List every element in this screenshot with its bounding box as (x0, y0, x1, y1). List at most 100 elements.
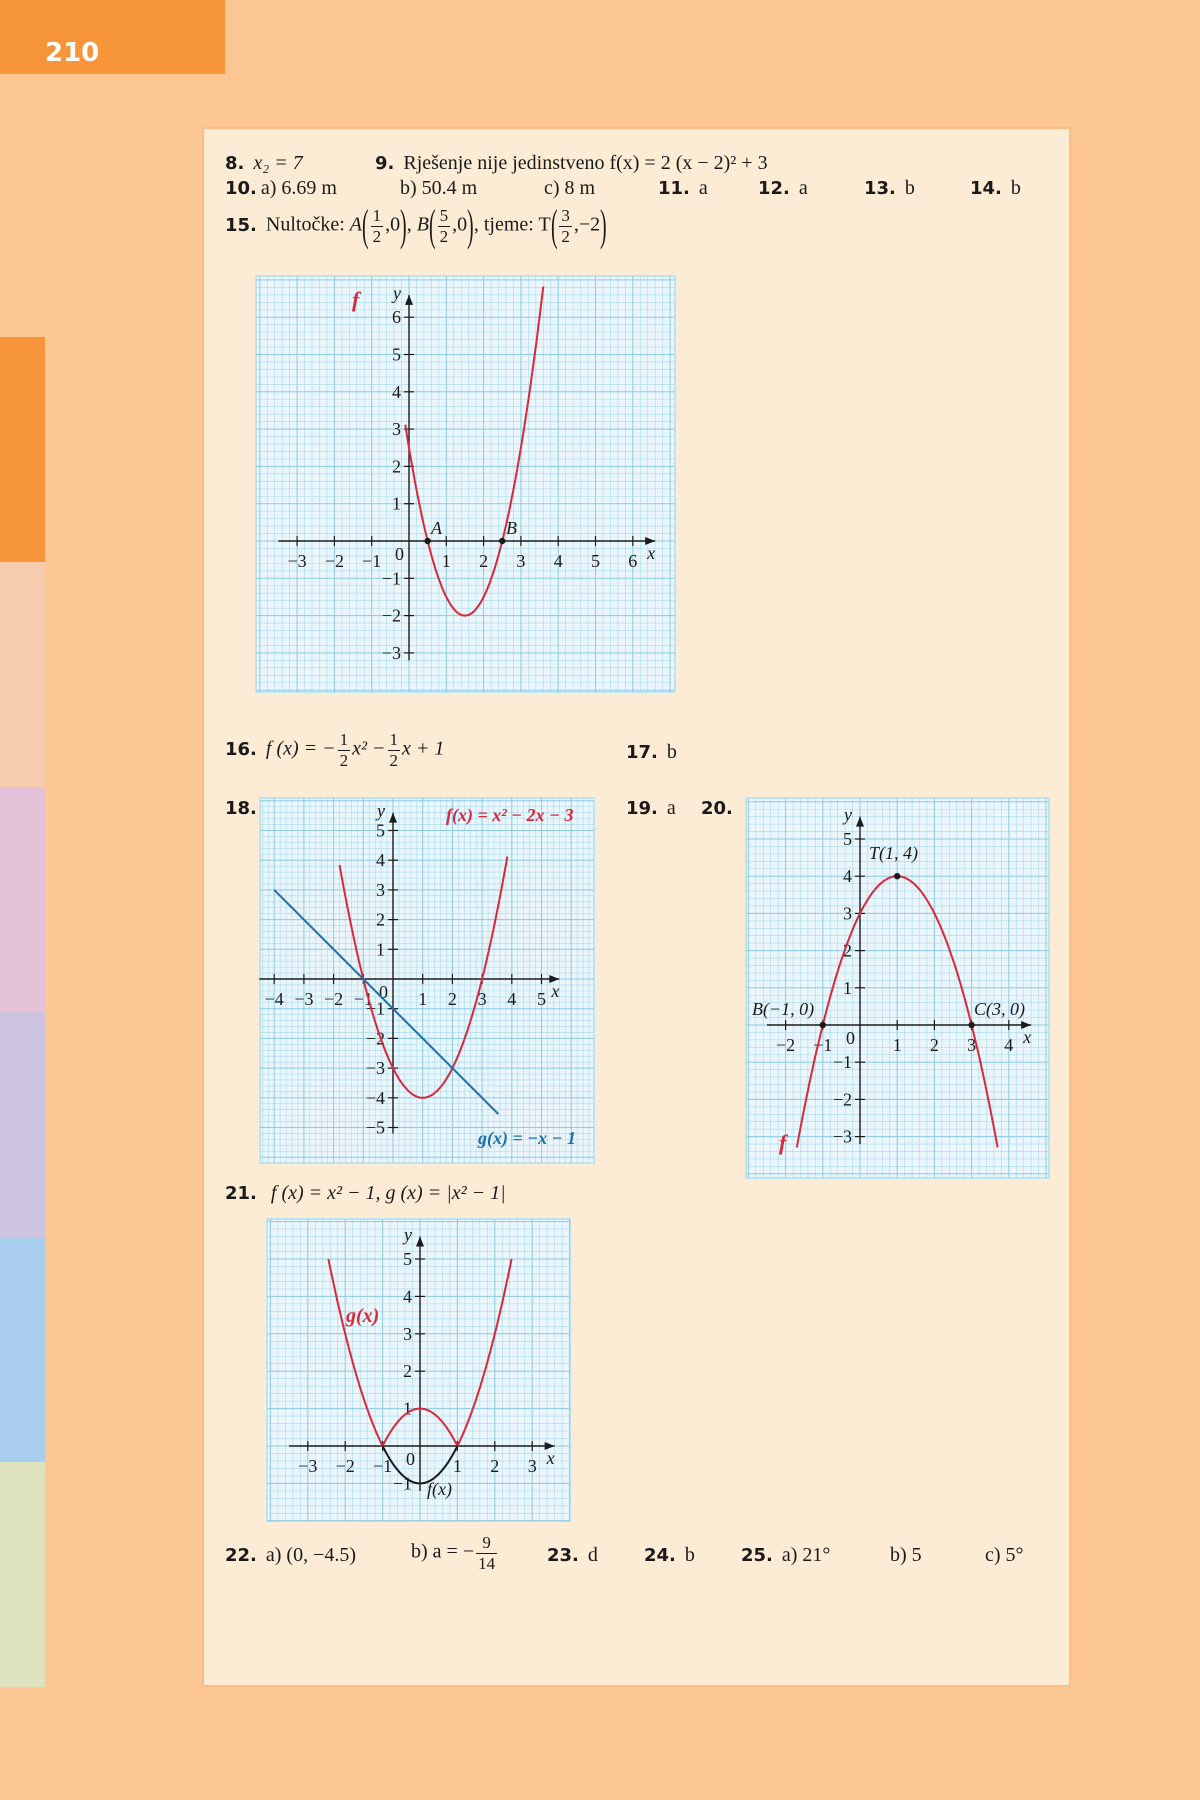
y-tick-label: 6 (392, 307, 401, 327)
origin-label: 0 (406, 1449, 415, 1469)
y-tick-label: 4 (403, 1286, 412, 1306)
series-curve-0 (327, 1258, 513, 1448)
origin-label: 0 (846, 1028, 855, 1048)
x-tick-label: −2 (776, 1035, 795, 1055)
y-tick-label: 5 (376, 821, 385, 841)
x-tick-label: −2 (325, 551, 344, 571)
y-axis-label: y (402, 1225, 412, 1245)
x-tick-label: −3 (294, 989, 313, 1009)
y-tick-label: −2 (366, 1028, 385, 1048)
series-curve-1 (273, 889, 500, 1115)
answer-15: 15. Nultočke: A(1 2,0), B(5 2,0), tjeme: T… (225, 201, 607, 250)
data-point (968, 1021, 975, 1029)
answer-11: 11. a (658, 177, 708, 199)
data-point (819, 1021, 826, 1029)
y-tick-label: −3 (366, 1058, 385, 1078)
y-tick-label: 1 (403, 1399, 412, 1419)
y-tick-label: 5 (392, 345, 401, 365)
x-tick-label: −1 (813, 1035, 832, 1055)
y-tick-label: −1 (382, 568, 401, 588)
y-axis-arrow (856, 816, 864, 827)
series-label-f: f (779, 1130, 789, 1155)
x-tick-label: 1 (893, 1035, 902, 1055)
y-axis-label: y (375, 801, 385, 821)
side-tab-1 (0, 337, 45, 562)
x-axis-arrow (544, 1442, 555, 1450)
series-label-g: g(x) = −x − 1 (477, 1128, 576, 1149)
point-label-B: B (506, 518, 517, 538)
x-tick-label: 1 (453, 1456, 462, 1476)
x-axis-label: x (1022, 1027, 1031, 1047)
answer-9: 9. Rješenje nije jedinstveno f(x) = 2 (x… (375, 152, 768, 174)
y-tick-label: 5 (843, 829, 852, 849)
y-tick-label: −5 (366, 1118, 385, 1138)
answer-24: 24. b (644, 1544, 695, 1566)
answer-22: 22. a) (0, −4.5) (225, 1544, 357, 1566)
y-tick-label: 3 (403, 1324, 412, 1344)
x-tick-label: −4 (265, 989, 284, 1009)
data-point (499, 537, 506, 545)
x-tick-label: −1 (362, 551, 381, 571)
y-tick-label: 4 (376, 850, 385, 870)
graph-answer-15: x y 0 −3 −2 −1 1 2 3 4 5 6 −3 −2 −1 1 2 3 4 5 6 f A B (255, 275, 676, 693)
series-label-f: f(x) (427, 1479, 452, 1500)
y-tick-label: 3 (376, 880, 385, 900)
answer-14: 14. b (970, 177, 1021, 199)
x-tick-label: 3 (528, 1456, 537, 1476)
series-curve-1 (381, 1445, 459, 1485)
y-tick-label: 3 (843, 903, 852, 923)
y-tick-label: 2 (403, 1361, 412, 1381)
side-tab-3 (0, 787, 45, 1012)
x-axis-arrow (645, 537, 656, 545)
y-axis-label: y (842, 805, 852, 825)
y-tick-label: 5 (403, 1249, 412, 1269)
point-label-T: T(1, 4) (869, 843, 918, 864)
origin-label: 0 (395, 544, 404, 564)
answer-18-number: 18. (225, 798, 257, 819)
x-tick-label: 5 (537, 989, 546, 1009)
x-axis-arrow (1021, 1021, 1032, 1029)
x-tick-label: 2 (479, 551, 488, 571)
x-tick-label: 2 (448, 989, 457, 1009)
answer-13: 13. b (864, 177, 915, 199)
page-number: 210 (45, 38, 100, 68)
side-tab-2 (0, 562, 45, 787)
x-axis-label: x (550, 981, 559, 1001)
y-tick-label: −2 (833, 1089, 852, 1109)
page-number-tab (0, 0, 225, 74)
series-label-f: f(x) = x² − 2x − 3 (446, 805, 573, 826)
side-tab-6 (0, 1462, 45, 1687)
answer-10c: c) 8 m (544, 177, 596, 199)
y-tick-label: 3 (392, 419, 401, 439)
data-point (894, 873, 901, 880)
point-label-A: A (430, 518, 443, 538)
answer-22b: b) a = −9 14 (411, 1533, 498, 1573)
x-tick-label: −3 (288, 551, 307, 571)
answer-25c: c) 5° (985, 1544, 1024, 1566)
side-tab-5 (0, 1237, 45, 1462)
grid-major-lines (746, 798, 1049, 1178)
x-tick-label: 1 (418, 989, 427, 1009)
y-tick-label: −3 (382, 643, 401, 663)
answer-19: 19. a (626, 797, 676, 819)
x-tick-label: 4 (1004, 1035, 1013, 1055)
y-tick-label: 1 (376, 939, 385, 959)
side-tab-4 (0, 1012, 45, 1237)
x-tick-label: 2 (930, 1035, 939, 1055)
answer-16: 16. f (x) = −1 2 x² −1 2 x + 1 (225, 730, 445, 770)
answer-20-number: 20. (701, 798, 733, 819)
answer-17: 17. b (626, 741, 677, 763)
y-tick-label: 2 (392, 456, 401, 476)
answer-10: 10. a) 6.69 m (225, 177, 337, 199)
y-axis-arrow (389, 812, 397, 823)
x-tick-label: −2 (336, 1456, 355, 1476)
x-axis-arrow (549, 975, 560, 983)
y-tick-label: −1 (833, 1052, 852, 1072)
answer-25: 25. a) 21° (741, 1544, 831, 1566)
grid-background (266, 1218, 571, 1522)
x-axis-label: x (646, 543, 655, 563)
series-label-g: g(x) (345, 1305, 379, 1327)
point-label-B: B(−1, 0) (752, 999, 814, 1020)
grid-background (255, 275, 676, 693)
